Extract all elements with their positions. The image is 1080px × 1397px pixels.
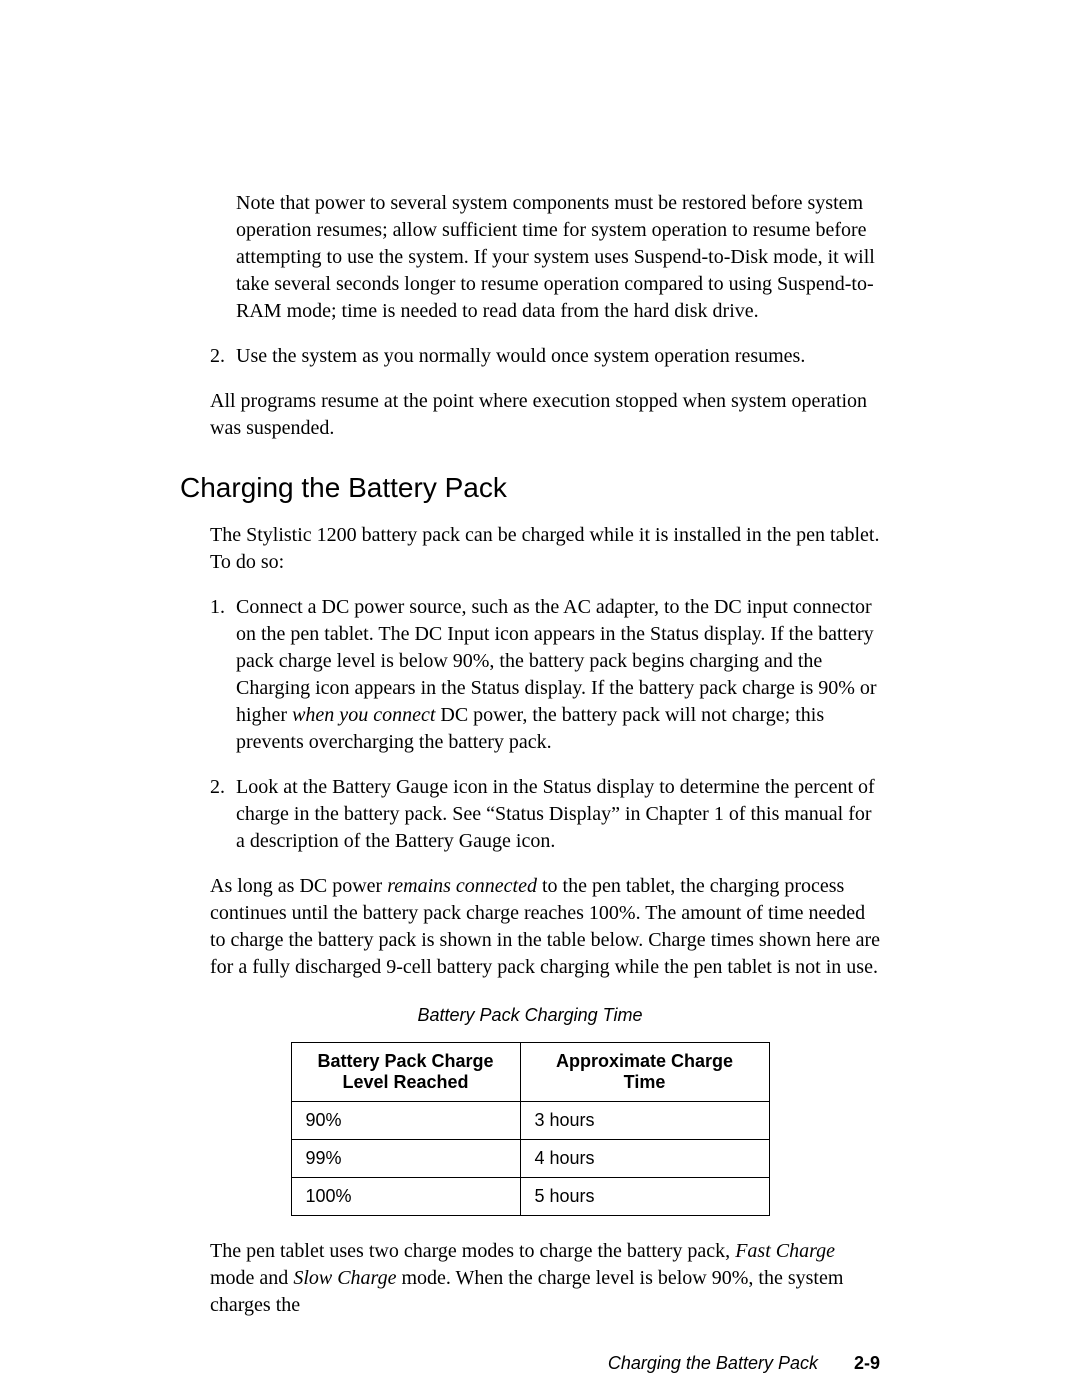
table-cell: 4 hours bbox=[520, 1140, 769, 1178]
section-heading: Charging the Battery Pack bbox=[180, 472, 880, 504]
resume-summary: All programs resume at the point where e… bbox=[210, 388, 880, 442]
table-row: 100% 5 hours bbox=[291, 1178, 769, 1216]
connected-paragraph: As long as DC power remains connected to… bbox=[210, 873, 880, 981]
table-row: 99% 4 hours bbox=[291, 1140, 769, 1178]
table-cell: 3 hours bbox=[520, 1102, 769, 1140]
resume-steps: Use the system as you normally would onc… bbox=[180, 343, 880, 370]
charge-steps: Connect a DC power source, such as the A… bbox=[180, 594, 880, 855]
footer-page-number: 2-9 bbox=[854, 1353, 880, 1373]
resume-step-2: Use the system as you normally would onc… bbox=[210, 343, 880, 370]
table-header-0: Battery Pack Charge Level Reached bbox=[291, 1043, 520, 1102]
connected-em: remains connected bbox=[387, 875, 537, 897]
charge-step-2: Look at the Battery Gauge icon in the St… bbox=[210, 774, 880, 855]
table-cell: 90% bbox=[291, 1102, 520, 1140]
table-header-row: Battery Pack Charge Level Reached Approx… bbox=[291, 1043, 769, 1102]
connected-a: As long as DC power bbox=[210, 875, 387, 897]
tail-em1: Fast Charge bbox=[735, 1240, 835, 1262]
page: Note that power to several system compon… bbox=[0, 0, 1080, 1397]
table-cell: 5 hours bbox=[520, 1178, 769, 1216]
table-title: Battery Pack Charging Time bbox=[180, 1005, 880, 1026]
tail-a: The pen tablet uses two charge modes to … bbox=[210, 1240, 735, 1262]
note-paragraph: Note that power to several system compon… bbox=[236, 190, 880, 325]
intro-paragraph: The Stylistic 1200 battery pack can be c… bbox=[210, 522, 880, 576]
tail-em2: Slow Charge bbox=[293, 1267, 396, 1289]
charge-step-1: Connect a DC power source, such as the A… bbox=[210, 594, 880, 756]
charge-step-1-em: when you connect bbox=[292, 704, 435, 726]
tail-paragraph: The pen tablet uses two charge modes to … bbox=[210, 1238, 880, 1319]
tail-mid: mode and bbox=[210, 1267, 293, 1289]
table-cell: 100% bbox=[291, 1178, 520, 1216]
page-footer: Charging the Battery Pack 2-9 bbox=[180, 1353, 880, 1374]
footer-section-title: Charging the Battery Pack bbox=[608, 1353, 818, 1373]
table-cell: 99% bbox=[291, 1140, 520, 1178]
table-row: 90% 3 hours bbox=[291, 1102, 769, 1140]
table-header-1: Approximate Charge Time bbox=[520, 1043, 769, 1102]
charge-time-table: Battery Pack Charge Level Reached Approx… bbox=[291, 1042, 770, 1216]
